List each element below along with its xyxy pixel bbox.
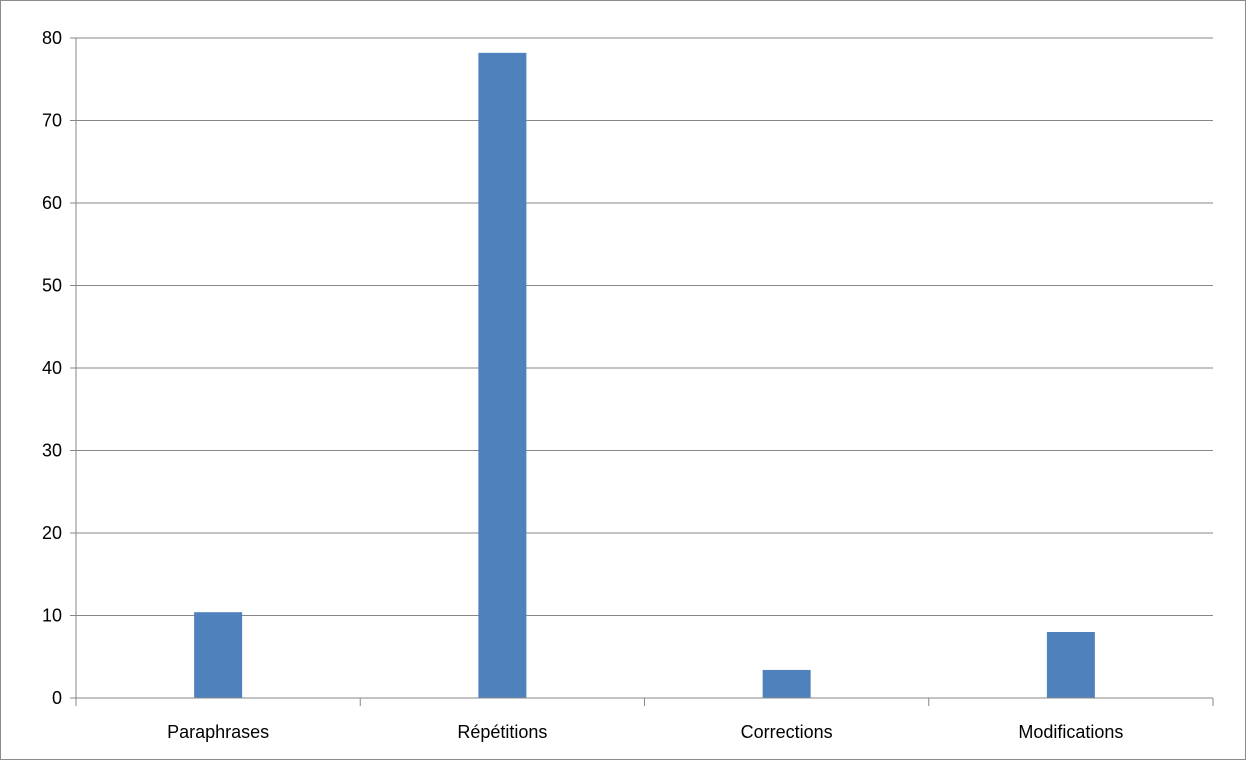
x-tick-label: Répétitions [457, 722, 547, 742]
x-tick-label: Paraphrases [167, 722, 269, 742]
axes [70, 37, 1214, 706]
y-tick-label: 30 [42, 441, 62, 461]
x-tick-label: Modifications [1018, 722, 1123, 742]
y-tick-label: 20 [42, 523, 62, 543]
x-tick-label: Corrections [741, 722, 833, 742]
tick-labels: 0 10 20 30 40 50 60 70 80 Paraphrases Répétitions C… [42, 28, 1123, 742]
y-tick-label: 50 [42, 276, 62, 296]
bar-répétitions [478, 52, 527, 699]
gridlines [76, 37, 1213, 616]
bar-paraphrases [194, 612, 243, 698]
y-tick-label: 80 [42, 28, 62, 48]
y-tick-label: 60 [42, 193, 62, 213]
y-tick-label: 70 [42, 111, 62, 131]
y-tick-label: 40 [42, 358, 62, 378]
y-tick-label: 10 [42, 606, 62, 626]
bar-corrections [762, 669, 811, 698]
bars [194, 52, 1095, 699]
bar-modifications [1046, 632, 1095, 698]
y-tick-label: 0 [52, 688, 62, 708]
